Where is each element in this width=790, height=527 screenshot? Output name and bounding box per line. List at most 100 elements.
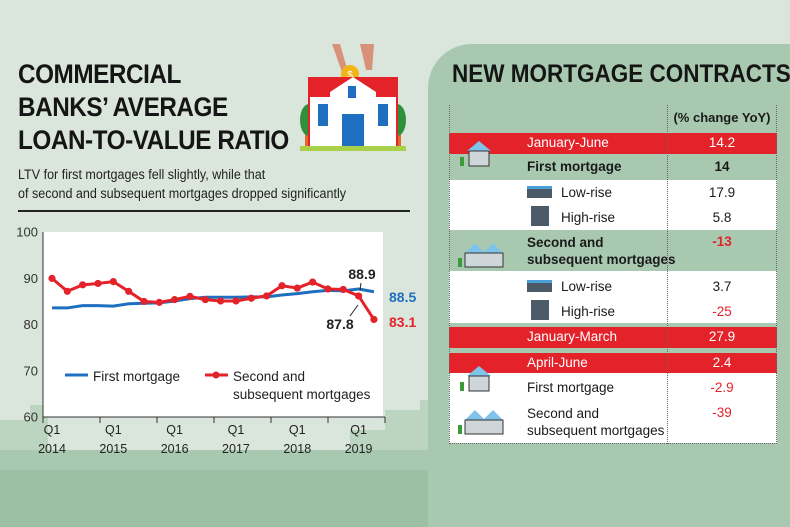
legend: First mortgage Second and subsequent mor… [65,369,371,402]
row-label: Second and subsequent mortgages [527,405,664,439]
second-mortgage-point [171,296,179,304]
x-tick-label: 2017 [222,442,250,456]
second-mortgage-point [355,292,363,300]
second-mortgage-point [94,279,102,288]
second-mortgage-point [140,297,148,306]
row-label: January-June [527,135,609,150]
second-mortgage-point [155,298,163,306]
legend-second-label: Second and subsequent mortgages [233,369,371,402]
two-houses-icon [458,243,504,268]
row-label: Low-rise [561,279,613,294]
second-mortgage-point [293,284,301,292]
title-line: LOAN-TO-VALUE RATIO [18,125,289,155]
end-label-second-mortgage: 83.1 [389,314,416,330]
contracts-table [449,105,777,444]
second-mortgage-point [125,287,133,295]
y-tick-label: 80 [24,317,38,332]
subtitle-line: LTV for first mortgages fell slightly, w… [18,167,266,182]
piggy-house-illustration: $ [300,44,406,151]
house-icons [458,141,504,435]
ltv-line-chart: 100 90 80 70 60 Q1 2014 Q1 2015 Q1 2016 Q1 2017 Q1 20… [16,225,416,456]
x-tick-label: Q1 [44,423,61,437]
second-mortgage-line [51,277,376,321]
second-mortgage-point [79,281,87,289]
row-label: Second and subsequent mortgages [527,234,676,268]
panel-title: NEW MORTGAGE CONTRACTS [452,60,790,88]
x-tick-label: 2018 [283,442,311,456]
svg-text:$: $ [347,70,353,81]
column-divider [667,105,668,444]
row-value: -39 [712,405,732,420]
row-label-line: Second and [527,406,600,421]
table-row-group: First mortgage -2.9 Second and subsequent… [449,373,777,443]
x-tick-label: Q1 [289,423,306,437]
second-mortgage-point [48,274,56,282]
x-tick-label: Q1 [350,423,367,437]
row-label: January-March [527,329,618,344]
row-value: 5.8 [712,210,732,225]
table-row: First mortgage 14 [449,154,777,180]
row-value: -13 [712,234,732,249]
row-label-line: subsequent mortgages [527,252,676,267]
table-header: (% change YoY) [449,105,777,133]
row-value: -2.9 [710,380,734,395]
x-tick-label: Q1 [166,423,183,437]
row-value: 14 [714,159,730,174]
second-mortgage-point [309,278,317,286]
table-row-group: Low-rise 17.9 High-rise 5.8 [449,180,777,230]
column-header: (% change YoY) [673,110,771,125]
annotation-label: 87.8 [326,316,353,332]
row-label: High-rise [561,304,616,319]
second-mortgage-point [217,297,225,305]
low-rise-icon [527,186,552,198]
annotation-leader [359,282,362,291]
row-value: 17.9 [708,185,736,200]
second-mortgage-point [324,285,332,293]
x-tick-label: 2014 [38,442,66,456]
second-mortgage-point [278,282,286,290]
row-label-line: subsequent mortgages [527,423,665,438]
legend-second-marker [212,371,220,379]
table-row-group: Low-rise 3.7 High-rise -25 [449,271,777,323]
chart-title: COMMERCIAL BANKS’ AVERAGE LOAN-TO-VALUE … [18,58,289,157]
y-tick-label: 100 [16,225,38,240]
second-mortgage-point [201,296,209,304]
second-mortgage-point [109,277,117,286]
x-tick-label: 2019 [345,442,373,456]
row-value: 2.4 [712,355,732,370]
table-row: April-June 2.4 [449,353,777,373]
high-rise-icon [531,300,549,320]
second-mortgage-point [263,292,271,300]
row-label-line: Second and [527,235,604,250]
row-label: Low-rise [561,185,613,200]
table-row: Second and subsequent mortgages -13 [449,230,777,271]
x-tick-label: 2015 [99,442,127,456]
row-value: 27.9 [708,329,736,344]
legend-line: Second and [233,369,305,384]
legend-line: subsequent mortgages [233,387,371,402]
table-row: January-March 27.9 [449,327,777,348]
low-rise-icon [527,280,552,292]
first-mortgage-line [52,287,375,310]
x-tick-label: 2016 [161,442,189,456]
house-icon [460,366,491,392]
divider [18,210,410,212]
row-label: First mortgage [527,380,615,395]
row-value: 14.2 [708,135,736,150]
second-mortgage-point [339,285,347,294]
title-line: BANKS’ AVERAGE [18,92,228,122]
y-tick-label: 70 [24,363,38,378]
table-row: January-June 14.2 [449,133,777,154]
end-label-first-mortgage: 88.5 [389,289,416,305]
second-mortgage-point [186,292,194,300]
row-label: High-rise [561,210,616,225]
legend-first-mortgage-label: First mortgage [93,369,180,384]
y-tick-label: 60 [24,410,38,425]
annotation-leader [349,304,359,317]
annotation-label: 88.9 [348,266,375,282]
subtitle-line: of second and subsequent mortgages dropp… [18,186,347,201]
row-value: -25 [712,304,732,319]
house-icon [460,141,491,167]
plot-area [43,232,383,417]
second-mortgage-point [232,297,240,305]
